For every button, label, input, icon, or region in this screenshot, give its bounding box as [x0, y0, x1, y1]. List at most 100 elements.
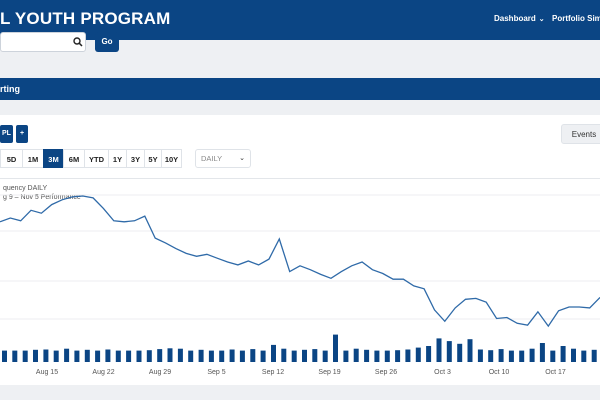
volume-bar [136, 350, 142, 362]
period-selector: 5D 1M 3M 6M YTD 1Y 3Y 5Y 10Y [0, 149, 182, 168]
volume-bar [591, 349, 597, 362]
x-tick-label: Sep 19 [318, 369, 340, 376]
add-symbol-button[interactable]: + [16, 125, 28, 143]
volume-bar [2, 350, 7, 362]
volume-bar [208, 350, 214, 362]
volume-bar [291, 350, 297, 362]
x-tick-label: Sep 5 [207, 369, 225, 376]
x-tick-label: Oct 10 [489, 369, 510, 376]
volume-bar [12, 350, 18, 362]
volume-bar [519, 350, 525, 362]
volume-bar [581, 350, 587, 362]
period-6m[interactable]: 6M [63, 149, 84, 168]
chevron-down-icon: ⌄ [538, 16, 545, 23]
volume-bar [333, 334, 338, 362]
price-line [0, 195, 600, 328]
volume-bar [74, 350, 80, 362]
section-title: rting [0, 84, 20, 94]
volume-bar [146, 350, 152, 362]
x-tick-label: Sep 12 [262, 369, 284, 376]
chevron-down-icon: ⌄ [239, 155, 245, 162]
brand-title[interactable]: L YOUTH PROGRAM [0, 9, 171, 28]
x-tick-label: Aug 15 [36, 369, 58, 376]
volume-bar [312, 349, 318, 362]
volume-bar [53, 350, 59, 362]
volume-bar [43, 349, 49, 362]
legend-range: g 9 – Nov 5 Performance [3, 194, 81, 201]
chart-svg: Aug 15 Aug 22 Aug 29 Sep 5 Sep 12 Sep 19 Sep 2… [0, 194, 600, 376]
volume-bar [229, 349, 235, 362]
volume-bar [250, 349, 256, 362]
volume-bar [95, 350, 101, 362]
volume-bar [105, 349, 111, 362]
x-tick-label: Sep 26 [375, 369, 397, 376]
volume-bar [457, 343, 463, 362]
volume-bar [426, 346, 432, 362]
volume-bar [302, 349, 307, 362]
x-tick-label: Oct 17 [545, 369, 566, 376]
volume-bar [415, 347, 421, 362]
section-header: rting [0, 78, 600, 100]
volume-bar [167, 348, 173, 362]
frequency-value: DAILY [201, 154, 223, 163]
volume-bar [22, 350, 28, 362]
legend-frequency: quency DAILY [3, 185, 48, 192]
volume-bar [33, 349, 38, 362]
search-row: Go [0, 32, 600, 54]
volume-bar [126, 350, 132, 362]
volume-bar [322, 350, 328, 362]
volume-bar [405, 349, 411, 362]
volume-bar [84, 349, 90, 362]
volume-bar [467, 339, 473, 362]
nav-portfolio-sim-label: Portfolio Sim [552, 14, 600, 23]
volume-bar [177, 348, 183, 362]
volume-bar [157, 349, 163, 362]
x-tick-label: Aug 22 [92, 369, 114, 376]
volume-bar [115, 350, 121, 362]
frequency-select[interactable]: DAILY ⌄ [195, 149, 251, 168]
volume-bar [446, 341, 452, 362]
period-1y[interactable]: 1Y [108, 149, 126, 168]
events-button[interactable]: Events [561, 124, 600, 144]
volume-bar [395, 350, 401, 362]
nav-dashboard-label: Dashboard [494, 14, 536, 23]
volume-bar [539, 343, 545, 362]
search-icon[interactable] [73, 37, 83, 47]
volume-bar [281, 348, 287, 362]
period-5d[interactable]: 5D [0, 149, 22, 168]
volume-bar [436, 338, 442, 362]
volume-bar [508, 350, 514, 362]
volume-bar [364, 349, 370, 362]
go-button[interactable]: Go [95, 32, 119, 52]
x-tick-label: Oct 3 [434, 369, 451, 376]
nav-portfolio-sim[interactable]: Portfolio Sim [552, 14, 600, 23]
search-input[interactable] [0, 32, 86, 52]
x-tick-label: Aug 29 [149, 369, 171, 376]
volume-bar [271, 344, 276, 362]
volume-bar [477, 349, 483, 362]
symbol-button[interactable]: PL [0, 125, 13, 143]
volume-bar [384, 350, 390, 362]
period-3m[interactable]: 3M [43, 149, 63, 168]
chart-panel: PL + Events 5D 1M 3M 6M YTD 1Y 3Y 5Y 10Y… [0, 115, 600, 385]
period-5y[interactable]: 5Y [144, 149, 161, 168]
volume-bar [198, 349, 204, 362]
volume-bar [219, 350, 225, 362]
period-10y[interactable]: 10Y [161, 149, 182, 168]
volume-bar [374, 350, 380, 362]
volume-bar [571, 348, 576, 362]
volume-bar [529, 348, 535, 362]
period-1m[interactable]: 1M [22, 149, 43, 168]
period-ytd[interactable]: YTD [84, 149, 108, 168]
nav-dashboard[interactable]: Dashboard ⌄ [494, 14, 545, 23]
volume-bar [488, 350, 494, 362]
volume-bar [64, 348, 70, 362]
period-3y[interactable]: 3Y [126, 149, 144, 168]
price-chart[interactable]: quency DAILY g 9 – Nov 5 Performance Aug… [0, 178, 600, 391]
volume-bar [188, 350, 194, 362]
volume-bar [239, 350, 245, 362]
volume-bar [260, 350, 266, 362]
volume-bar [498, 349, 504, 362]
volume-bar [560, 346, 566, 362]
volume-bar [550, 350, 556, 362]
